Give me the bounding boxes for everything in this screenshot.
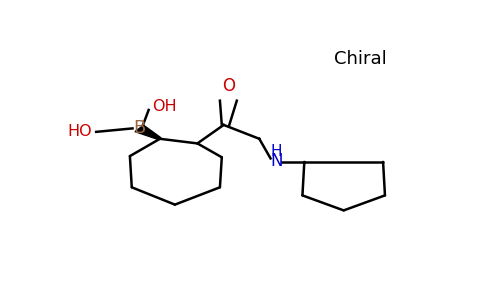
Text: H: H xyxy=(271,144,282,159)
Polygon shape xyxy=(135,125,161,140)
Text: Chiral: Chiral xyxy=(334,50,387,68)
Text: HO: HO xyxy=(68,124,92,140)
Text: B: B xyxy=(133,119,145,137)
Text: OH: OH xyxy=(152,99,177,114)
Text: O: O xyxy=(222,77,235,95)
Text: N: N xyxy=(270,152,283,170)
